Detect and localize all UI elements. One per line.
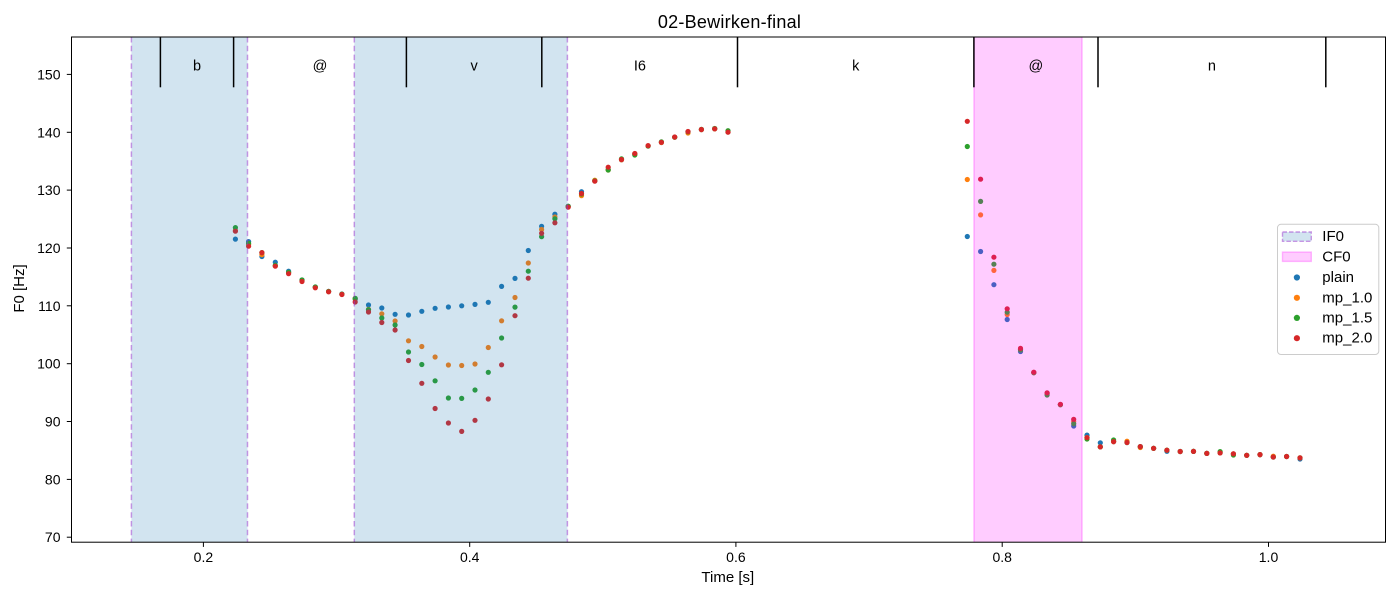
svg-text:0.2: 0.2: [194, 549, 214, 565]
svg-text:b: b: [193, 59, 201, 75]
svg-text:v: v: [470, 59, 478, 75]
svg-text:IF0: IF0: [1322, 228, 1344, 245]
svg-text:02-Bewirken-final: 02-Bewirken-final: [658, 12, 801, 32]
svg-text:plain: plain: [1322, 269, 1354, 286]
svg-text:150: 150: [37, 66, 61, 82]
svg-text:100: 100: [37, 356, 61, 372]
svg-text:k: k: [852, 59, 860, 75]
svg-text:90: 90: [45, 414, 61, 430]
svg-text:70: 70: [45, 529, 61, 545]
svg-text:mp_1.0: mp_1.0: [1322, 289, 1372, 306]
svg-text:0.6: 0.6: [726, 549, 746, 565]
svg-text:110: 110: [38, 298, 61, 314]
svg-text:140: 140: [37, 124, 61, 140]
svg-text:0.8: 0.8: [992, 549, 1012, 565]
svg-text:130: 130: [37, 182, 61, 198]
svg-text:mp_2.0: mp_2.0: [1322, 330, 1372, 347]
svg-text:CF0: CF0: [1322, 248, 1350, 265]
svg-text:80: 80: [45, 471, 61, 487]
svg-text:mp_1.5: mp_1.5: [1322, 309, 1372, 326]
svg-text:I6: I6: [634, 59, 646, 75]
svg-text:n: n: [1208, 59, 1216, 75]
svg-text:120: 120: [37, 240, 61, 256]
svg-text:@: @: [313, 59, 328, 75]
svg-text:Time [s]: Time [s]: [701, 569, 754, 586]
svg-text:0.4: 0.4: [460, 549, 480, 565]
svg-text:1.0: 1.0: [1259, 549, 1279, 565]
svg-text:@: @: [1029, 59, 1044, 75]
svg-text:F0 [Hz]: F0 [Hz]: [11, 264, 28, 312]
